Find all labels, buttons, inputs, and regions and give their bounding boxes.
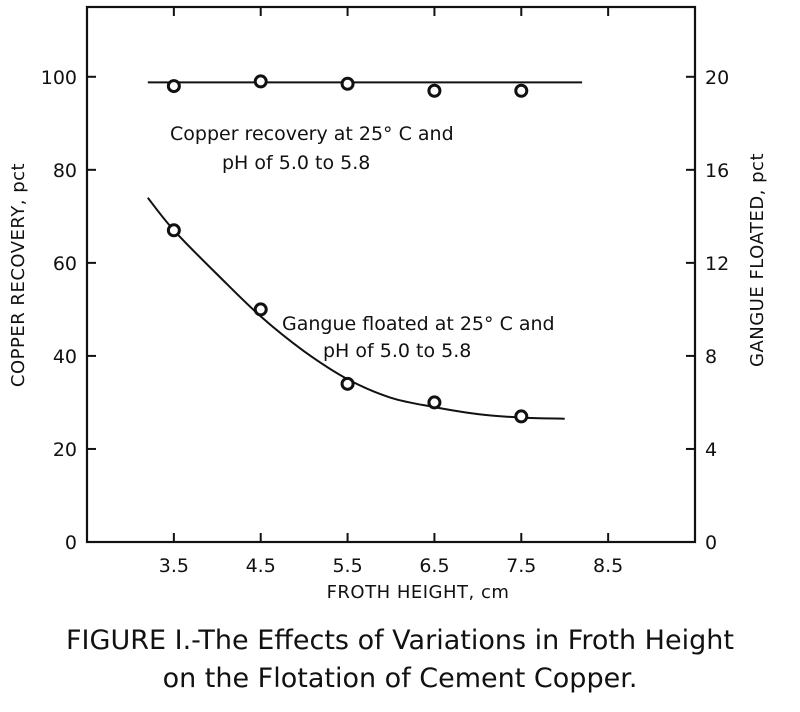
y-axis-right-title: GANGUE FLOATED, pct bbox=[747, 153, 768, 367]
y-left-tick-label: 0 bbox=[65, 532, 77, 554]
copper-annotation-line-1: Copper recovery at 25° C and bbox=[170, 123, 454, 145]
y-right-tick-label: 20 bbox=[705, 67, 729, 89]
y-left-tick-label: 20 bbox=[53, 439, 77, 461]
chart: 3.5 4.5 5.5 6.5 7.5 8.5020406080100048121620 … bbox=[8, 5, 768, 603]
plot-frame bbox=[85, 5, 697, 544]
gangue-floated-point bbox=[427, 395, 442, 410]
copper-annotation-line-2: pH of 5.0 to 5.8 bbox=[222, 152, 370, 174]
y-right-tick-label: 0 bbox=[705, 532, 717, 554]
y-right-tick-label: 16 bbox=[705, 160, 729, 182]
ticks: 3.5 4.5 5.5 6.5 7.5 8.5 0 20 40 60 80 100 0 4 8 12 16 20 bbox=[41, 7, 729, 577]
x-tick-label: 3.5 bbox=[159, 555, 189, 577]
x-tick-label: 5.5 bbox=[332, 555, 362, 577]
y-right-tick-label: 4 bbox=[705, 439, 717, 461]
copper-recovery-point bbox=[514, 83, 529, 98]
x-tick-label: 6.5 bbox=[419, 555, 449, 577]
points bbox=[166, 74, 529, 424]
copper-recovery-point bbox=[427, 83, 442, 98]
x-tick-label: 7.5 bbox=[506, 555, 536, 577]
copper-recovery-point bbox=[340, 76, 355, 91]
x-tick-label: 4.5 bbox=[246, 555, 276, 577]
gangue-annotation-line-2: pH of 5.0 to 5.8 bbox=[323, 340, 471, 362]
y-axis-left-title: COPPER RECOVERY, pct bbox=[8, 163, 29, 387]
y-left-tick-label: 100 bbox=[41, 67, 77, 89]
gangue-floated-point bbox=[166, 223, 181, 238]
gangue-floated-point bbox=[340, 376, 355, 391]
figure-caption-line-2: on the Flotation of Cement Copper. bbox=[162, 663, 638, 694]
gangue-floated-point bbox=[514, 409, 529, 424]
copper-recovery-point bbox=[166, 79, 181, 94]
x-axis-title: FROTH HEIGHT, cm bbox=[327, 582, 510, 603]
y-left-tick-label: 80 bbox=[53, 160, 77, 182]
x-tick-label: 8.5 bbox=[593, 555, 623, 577]
copper-recovery-point bbox=[253, 74, 268, 89]
y-right-tick-label: 8 bbox=[705, 346, 717, 368]
gangue-floated-curve bbox=[147, 197, 565, 420]
y-right-tick-label: 12 bbox=[705, 253, 729, 275]
y-left-tick-label: 60 bbox=[53, 253, 77, 275]
figure-caption-line-1: FIGURE I.-The Effects of Variations in F… bbox=[66, 625, 734, 656]
gangue-annotation-line-1: Gangue floated at 25° C and bbox=[282, 313, 555, 335]
y-left-tick-label: 40 bbox=[53, 346, 77, 368]
gangue-floated-point bbox=[253, 302, 268, 317]
